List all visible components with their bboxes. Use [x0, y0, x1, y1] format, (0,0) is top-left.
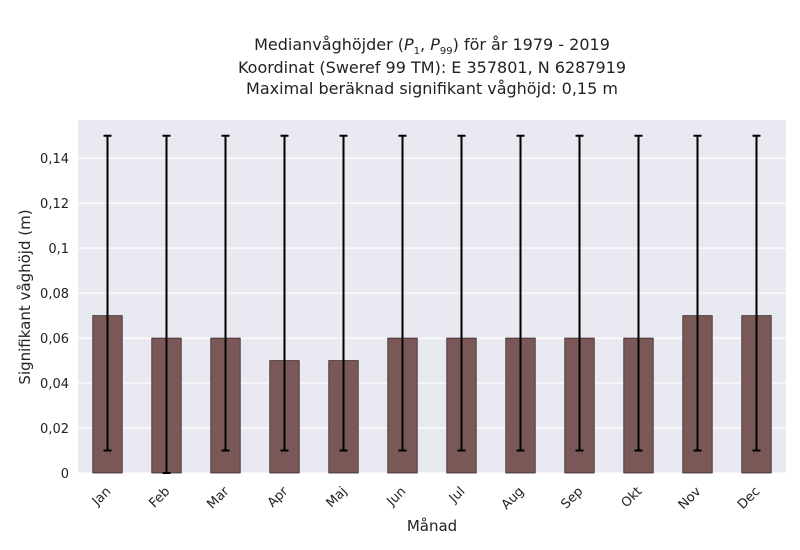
y-tick-label: 0,04 — [40, 377, 69, 392]
x-axis-label: Månad — [407, 517, 457, 535]
plot-area — [78, 120, 786, 473]
error-bars — [103, 134, 761, 474]
y-tick-label: 0 — [61, 467, 69, 482]
x-tick-label: Sep — [558, 484, 586, 512]
y-tick-label: 0,12 — [40, 197, 69, 212]
x-axis-ticks: Jan Feb Mar Apr Maj Jun Jul Aug Sep Okt Nov Dec — [89, 484, 763, 513]
y-tick-label: 0,06 — [40, 332, 69, 347]
x-tick-label: Nov — [676, 484, 705, 513]
x-tick-label: Mar — [204, 484, 232, 512]
x-tick-label: Maj — [324, 484, 351, 511]
chart-subtitle-max-height: Maximal beräknad signifikant våghöjd: 0,… — [246, 79, 618, 98]
y-tick-label: 0,02 — [40, 422, 69, 437]
x-tick-label: Okt — [619, 484, 646, 511]
chart-subtitle-coordinate: Koordinat (Sweref 99 TM): E 357801, N 62… — [237, 58, 627, 77]
y-tick-label: 0,14 — [40, 152, 69, 167]
y-tick-label: 0,1 — [48, 242, 69, 257]
chart-title: Medianvåghöjder (P1, P99) för år 1979 - … — [254, 35, 610, 58]
x-tick-label: Aug — [499, 484, 528, 513]
x-tick-label: Jan — [89, 484, 114, 509]
grid-lines — [78, 157, 786, 474]
y-tick-label: 0,08 — [40, 287, 69, 302]
x-tick-label: Feb — [146, 484, 173, 511]
x-tick-label: Dec — [735, 484, 763, 512]
x-tick-label: Jul — [446, 484, 468, 506]
x-tick-label: Apr — [265, 484, 292, 511]
y-axis-label: Signifikant våghöjd (m) — [16, 209, 34, 384]
x-tick-label: Jun — [384, 484, 410, 510]
y-axis-ticks: 0 0,02 0,04 0,06 0,08 0,1 0,12 0,14 — [40, 152, 69, 482]
